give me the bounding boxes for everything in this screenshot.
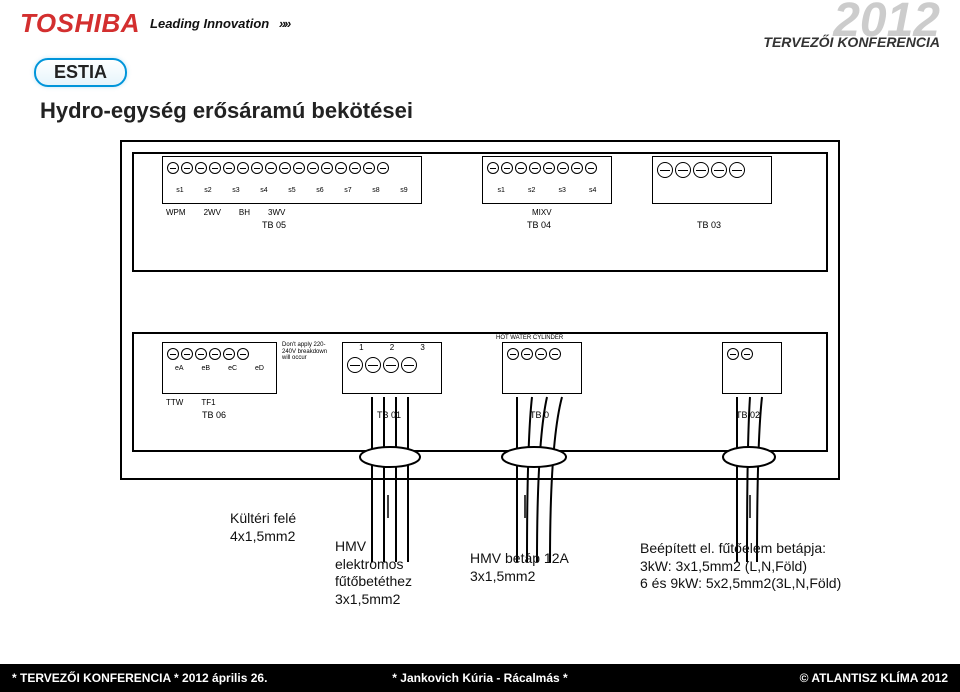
callout-heater: HMV elektromos fűtőbetéthez 3x1,5mm2 <box>335 538 412 608</box>
txt: fűtőbetéthez <box>335 573 412 591</box>
callout-outdoor: Kültéri felé 4x1,5mm2 <box>230 510 296 545</box>
callout-builtin: Beépített el. fűtőelem betápja: 3kW: 3x1… <box>640 540 841 593</box>
txt: Kültéri felé <box>230 510 296 528</box>
footer-right: © ATLANTISZ KLÍMA 2012 <box>800 671 948 685</box>
footer: * TERVEZŐI KONFERENCIA * 2012 április 26… <box>0 664 960 692</box>
txt: 3x1,5mm2 <box>335 591 412 609</box>
txt: HMV <box>335 538 412 556</box>
footer-center: * Jankovich Kúria - Rácalmás * <box>392 671 567 685</box>
txt: 3x1,5mm2 <box>470 568 569 586</box>
txt: HMV betáp 12A <box>470 550 569 568</box>
callout-hmv: HMV betáp 12A 3x1,5mm2 <box>470 550 569 585</box>
txt: 4x1,5mm2 <box>230 528 296 546</box>
txt: 6 és 9kW: 5x2,5mm2(3L,N,Föld) <box>640 575 841 593</box>
footer-left: * TERVEZŐI KONFERENCIA * 2012 április 26… <box>12 671 267 685</box>
txt: Beépített el. fűtőelem betápja: <box>640 540 841 558</box>
txt: 3kW: 3x1,5mm2 (L,N,Föld) <box>640 558 841 576</box>
txt: elektromos <box>335 556 412 574</box>
